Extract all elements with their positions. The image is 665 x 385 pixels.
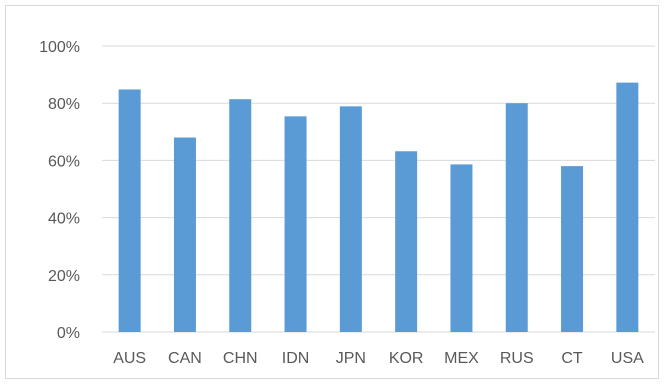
- bar-jpn: [339, 106, 362, 332]
- y-tick-label: 20%: [48, 268, 80, 285]
- y-tick-label: 60%: [48, 153, 80, 170]
- bar-usa: [616, 82, 639, 332]
- x-tick-label: RUS: [500, 350, 534, 367]
- bar-kor: [395, 151, 418, 332]
- x-axis-tick-labels: AUS CAN CHN IDN JPN KOR MEX RUS CT USA: [113, 350, 644, 367]
- x-tick-label: CHN: [223, 350, 258, 367]
- x-tick-label: IDN: [282, 350, 310, 367]
- y-tick-label: 0%: [57, 325, 80, 342]
- bar-can: [173, 137, 196, 332]
- y-tick-label: 80%: [48, 96, 80, 113]
- x-tick-label: CAN: [168, 350, 202, 367]
- y-tick-label: 40%: [48, 211, 80, 228]
- bar-mex: [450, 164, 473, 332]
- bar-chn: [229, 99, 252, 332]
- y-axis-tick-labels: 0% 20% 40% 60% 80% 100%: [39, 39, 80, 342]
- x-tick-label: MEX: [444, 350, 479, 367]
- x-tick-label: KOR: [389, 350, 424, 367]
- x-tick-label: USA: [611, 350, 644, 367]
- chart-frame: [5, 5, 659, 379]
- bar-rus: [505, 103, 528, 332]
- x-tick-label: JPN: [336, 350, 366, 367]
- bar-series: [118, 82, 639, 332]
- bar-aus: [118, 89, 141, 332]
- x-tick-label: AUS: [113, 350, 146, 367]
- y-tick-label: 100%: [39, 39, 80, 56]
- bar-idn: [284, 116, 307, 332]
- bar-ct: [561, 166, 584, 332]
- x-tick-label: CT: [561, 350, 583, 367]
